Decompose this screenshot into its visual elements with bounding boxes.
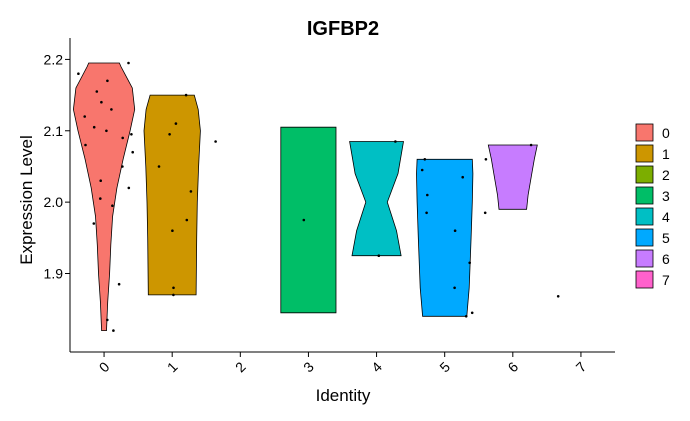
data-point-group-1 — [172, 286, 175, 290]
data-point-group-5 — [468, 261, 472, 265]
y-tick-label: 2.1 — [44, 123, 64, 139]
data-point-group-0 — [77, 72, 80, 75]
x-axis-title: Identity — [316, 386, 371, 405]
violin-group-0 — [72, 62, 136, 331]
data-point-group-4 — [377, 254, 381, 257]
data-point-group-0 — [130, 133, 133, 136]
data-point-group-0 — [131, 150, 134, 154]
legend-key-3 — [635, 186, 654, 205]
data-point-group-1 — [174, 122, 178, 125]
data-point-group-0 — [106, 318, 109, 322]
data-point-group-1 — [184, 93, 188, 97]
x-tick-label: 7 — [573, 358, 590, 375]
data-point-group-5 — [425, 211, 428, 215]
data-point-group-5 — [423, 158, 427, 161]
x-tick-label: 5 — [436, 358, 453, 375]
data-point-group-0 — [106, 79, 109, 83]
y-tick-label: 1.9 — [44, 266, 64, 282]
data-point-group-5 — [420, 168, 424, 172]
data-point-group-0 — [117, 282, 121, 286]
legend-label-7: 7 — [662, 272, 670, 288]
data-point-group-1 — [185, 218, 189, 222]
data-point-group-0 — [112, 329, 115, 332]
data-point-group-5 — [461, 175, 465, 179]
violin-group-1 — [143, 94, 201, 296]
x-tick-label: 3 — [300, 358, 317, 375]
data-point-group-0 — [99, 179, 102, 182]
x-tick-label: 1 — [164, 358, 181, 375]
data-point-group-5 — [464, 315, 468, 318]
data-point-group-5 — [453, 229, 457, 232]
legend-key-6 — [635, 249, 654, 268]
data-point-group-0 — [121, 136, 124, 140]
data-point-group-0 — [84, 143, 87, 147]
data-point-group-6 — [483, 211, 487, 215]
data-point-group-7 — [556, 295, 560, 298]
violin-group-5 — [416, 158, 474, 317]
data-point-group-0 — [105, 129, 108, 133]
data-point-group-0 — [99, 197, 102, 200]
legend-label-5: 5 — [662, 230, 670, 246]
data-point-group-4 — [394, 140, 397, 143]
legend-key-0 — [635, 123, 654, 142]
data-point-group-0 — [83, 115, 86, 118]
data-point-group-5 — [426, 193, 429, 197]
legend-key-5 — [635, 228, 654, 247]
y-tick-label: 2.2 — [44, 51, 64, 67]
data-point-group-0 — [92, 125, 96, 129]
chart-title: IGFBP2 — [307, 18, 379, 40]
legend-key-2 — [635, 165, 654, 184]
y-axis-title: Expression Level — [17, 135, 36, 264]
legend-label-3: 3 — [662, 188, 670, 204]
legend-label-1: 1 — [662, 146, 670, 162]
data-point-group-1 — [171, 229, 174, 232]
x-tick-label: 6 — [504, 358, 521, 375]
data-point-group-1 — [172, 293, 175, 297]
violin-group-6 — [487, 144, 538, 210]
data-point-group-0 — [95, 90, 99, 93]
data-point-group-5 — [453, 286, 456, 290]
data-point-group-1 — [168, 133, 171, 136]
x-tick-label: 4 — [368, 358, 385, 375]
data-point-group-6 — [529, 143, 533, 147]
data-point-group-0 — [111, 204, 114, 207]
data-point-group-0 — [127, 61, 130, 65]
data-point-group-1 — [189, 190, 193, 193]
data-point-group-0 — [110, 108, 113, 111]
legend-key-1 — [635, 144, 654, 163]
legend-label-0: 0 — [662, 125, 670, 141]
data-point-group-1 — [157, 165, 161, 168]
legend-label-2: 2 — [662, 167, 670, 183]
legend-label-6: 6 — [662, 251, 670, 267]
data-point-group-0 — [121, 165, 124, 168]
x-tick-label: 0 — [96, 358, 113, 375]
data-point-group-0 — [127, 186, 131, 190]
data-point-group-0 — [92, 222, 96, 225]
x-tick-label: 2 — [232, 358, 249, 375]
legend-key-4 — [635, 207, 654, 226]
data-point-group-5 — [470, 311, 474, 315]
legend-label-4: 4 — [662, 209, 670, 225]
legend-key-7 — [635, 270, 654, 289]
violin-group-4 — [349, 141, 404, 257]
data-point-group-3 — [302, 218, 306, 222]
y-tick-label: 2.0 — [44, 194, 64, 210]
data-point-group-2 — [214, 140, 217, 143]
violin-group-3 — [280, 126, 337, 314]
data-point-group-0 — [100, 100, 103, 104]
data-point-group-6 — [484, 158, 488, 161]
